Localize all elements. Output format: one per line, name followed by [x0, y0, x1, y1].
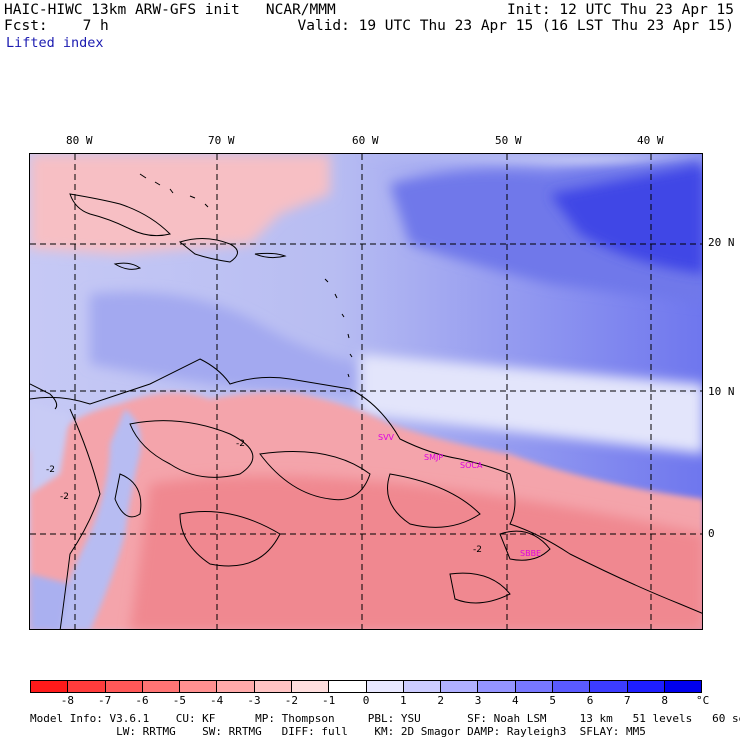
colorbar-tick-label: 7: [624, 694, 631, 707]
colorbar-tick-label: 2: [437, 694, 444, 707]
lon-label-40w: 40 W: [637, 134, 664, 147]
site-soca: SOCA: [460, 461, 483, 470]
lat-label-0: 0: [708, 527, 715, 540]
map-title: HAIC-HIWC 13km ARW-GFS init NCAR/MMM: [4, 2, 336, 18]
colorbar-cell: [68, 681, 106, 692]
colorbar-cell: [217, 681, 255, 692]
site-smjp: SMJP: [424, 453, 443, 462]
contour-label: -2: [60, 492, 69, 502]
colorbar-unit: °C: [696, 694, 710, 707]
contour-label: -2: [46, 465, 55, 475]
colorbar-cell: [105, 681, 143, 692]
colorbar-cell: [142, 681, 181, 692]
colorbar-cell: [664, 681, 702, 692]
model-info-line1: Model Info: V3.6.1 CU: KF MP: Thompson P…: [30, 712, 740, 725]
colorbar-tick-label: -3: [247, 694, 261, 707]
colorbar-tick-label: -2: [284, 694, 298, 707]
colorbar-tick-label: -5: [172, 694, 186, 707]
colorbar-tick-label: -7: [98, 694, 112, 707]
lat-lon-grid: [30, 154, 702, 629]
lon-label-80w: 80 W: [66, 134, 93, 147]
colorbar-tick-label: 3: [474, 694, 482, 707]
colorbar-tick-label: 0: [362, 694, 370, 707]
warm-area-north: [30, 154, 330, 254]
colorbar-cell: [515, 681, 553, 692]
contour-label: -2: [236, 439, 245, 449]
model-info-line2: LW: RRTMG SW: RRTMG DIFF: full KM: 2D Sm…: [30, 725, 646, 738]
colorbar-cell: [627, 681, 665, 692]
init-time: Init: 12 UTC Thu 23 Apr 15: [507, 2, 734, 18]
lon-label-60w: 60 W: [352, 134, 379, 147]
colorbar-cell: [31, 681, 69, 692]
colorbar: [30, 680, 702, 693]
contour-label: -2: [473, 545, 482, 555]
lon-label-70w: 70 W: [208, 134, 235, 147]
colorbar-cell: [180, 681, 218, 692]
colorbar-tick-label: 4: [512, 694, 519, 707]
colorbar-tick-label: 8: [661, 694, 668, 707]
colorbar-cell: [552, 681, 591, 692]
lifted-index-map: -2 -2 -2 -2 SVV SMJP SOCA SBBE: [30, 154, 702, 629]
colorbar-cell: [329, 681, 367, 692]
contour-labels: -2 -2 -2 -2: [46, 439, 482, 555]
map-panel: -2 -2 -2 -2 SVV SMJP SOCA SBBE: [29, 153, 703, 630]
colorbar-tick-label: 6: [586, 694, 594, 707]
colorbar-tick-label: -1: [322, 694, 336, 707]
colorbar-tick-label: 1: [400, 694, 407, 707]
site-svv: SVV: [378, 433, 395, 442]
colorbar-cell: [478, 681, 516, 692]
colorbar-cell: [366, 681, 404, 692]
forecast-hour: Fcst: 7 h: [4, 18, 109, 34]
colorbar-cell: [403, 681, 442, 692]
lat-label-20n: 20 N: [708, 236, 735, 249]
colorbar-tick-label: 5: [549, 694, 556, 707]
coastlines: [30, 173, 702, 629]
lat-label-10n: 10 N: [708, 385, 735, 398]
colorbar-tick-label: -6: [135, 694, 149, 707]
colorbar-cell: [441, 681, 479, 692]
colorbar-tick-label: -8: [60, 694, 74, 707]
colorbar-cell: [590, 681, 628, 692]
valid-time: Valid: 19 UTC Thu 23 Apr 15 (16 LST Thu …: [297, 18, 735, 34]
lon-label-50w: 50 W: [495, 134, 522, 147]
site-sbbe: SBBE: [520, 549, 541, 558]
colorbar-cell: [291, 681, 330, 692]
colorbar-cell: [254, 681, 292, 692]
field-name: Lifted index: [6, 35, 104, 51]
colorbar-tick-label: -4: [210, 694, 224, 707]
